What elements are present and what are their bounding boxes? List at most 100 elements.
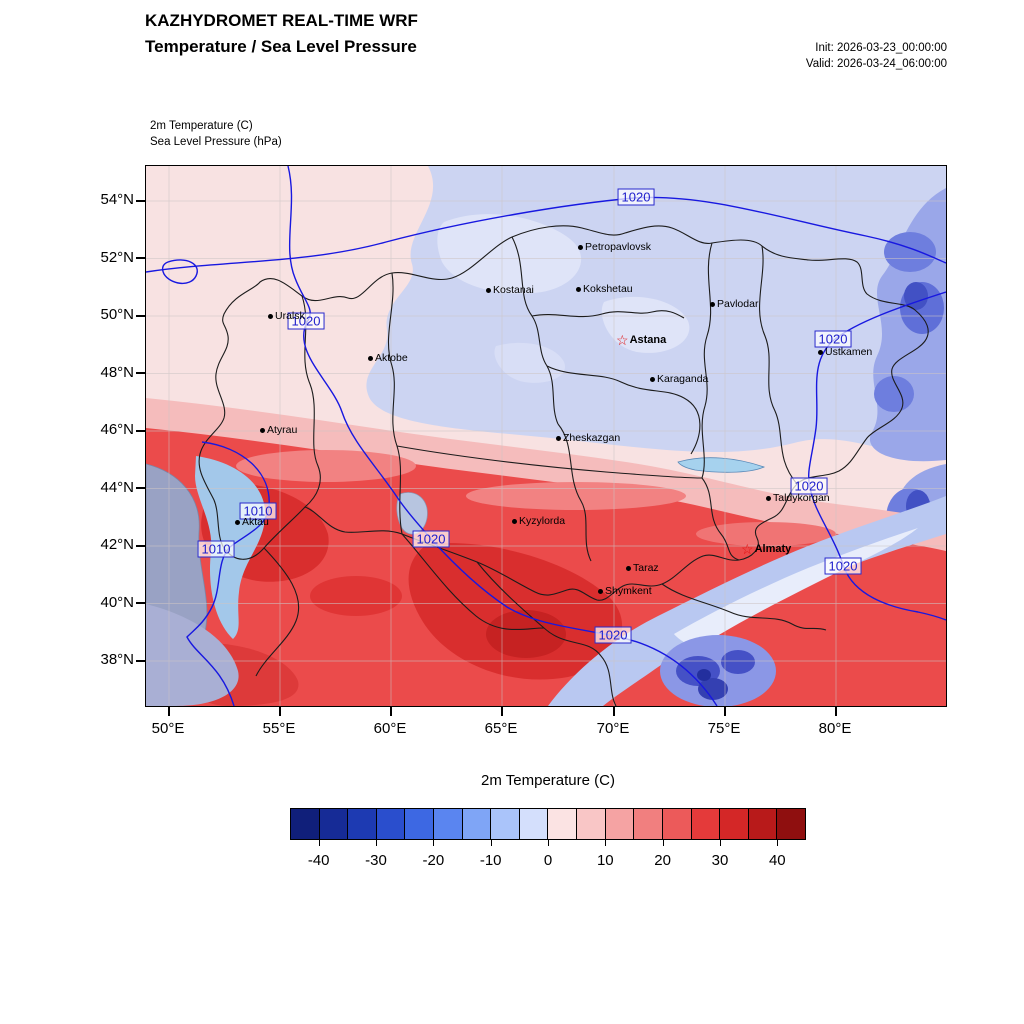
colorbar-cell	[347, 808, 377, 840]
colorbar-cell	[576, 808, 606, 840]
colorbar-tick	[376, 840, 378, 846]
y-axis-label: 54°N	[100, 191, 134, 208]
x-axis-label: 65°E	[484, 720, 518, 737]
y-axis-label: 50°N	[100, 306, 134, 323]
city-dot-icon	[235, 519, 240, 525]
y-axis-label: 52°N	[100, 249, 134, 266]
colorbar-cell	[290, 808, 320, 840]
city-dot-icon	[626, 565, 631, 571]
city-dot-icon	[710, 301, 715, 307]
y-tick	[136, 487, 145, 489]
colorbar-cell	[375, 808, 406, 840]
city-dot-icon	[576, 286, 581, 292]
colorbar-scale: -40 -30 -20 -10 0 10 20 30 40	[290, 840, 806, 880]
city-label: Shymkent	[605, 585, 652, 597]
city-label: Taldykorgan	[773, 492, 830, 504]
colorbar-cell	[518, 808, 549, 840]
city-marker-taldykorgan: Taldykorgan	[766, 492, 830, 504]
colorbar-tick	[719, 840, 721, 846]
pressure-label-1020-center: 1020	[412, 530, 450, 548]
city-marker-petropavlovsk: Petropavlovsk	[578, 241, 651, 253]
colorbar-tick-label: 40	[768, 852, 786, 869]
y-tick	[136, 372, 145, 374]
city-label: Aktau	[242, 516, 269, 528]
colorbar-cell	[690, 808, 721, 840]
x-axis-label: 50°E	[151, 720, 185, 737]
map-plot-area: 1020 1020 1020 1010 1010 1020 1020 1020 …	[145, 165, 947, 707]
colorbar-tick	[318, 840, 320, 846]
x-axis-label: 60°E	[373, 720, 407, 737]
x-axis-label: 75°E	[707, 720, 741, 737]
city-marker-astana: ☆ Astana	[616, 333, 666, 347]
pressure-label-1010-caspian: 1010	[239, 502, 277, 520]
city-marker-atyrau: Atyrau	[260, 424, 297, 436]
city-label: Kostanai	[493, 284, 534, 296]
city-marker-ustkamen: Ustkamen	[818, 346, 872, 358]
pressure-label-1020-north: 1020	[617, 188, 655, 206]
city-label: Atyrau	[267, 424, 298, 436]
pressure-label-1010-southwest: 1010	[197, 540, 235, 558]
city-dot-icon	[578, 244, 583, 250]
y-tick	[136, 257, 145, 259]
y-axis-label: 44°N	[100, 479, 134, 496]
valid-time: Valid: 2026-03-24_06:00:00	[805, 58, 947, 70]
city-label: Karaganda	[657, 373, 709, 385]
colorbar-cell	[490, 808, 520, 840]
city-label: Pavlodar	[717, 298, 759, 310]
city-dot-icon	[260, 427, 265, 433]
colorbar-cells	[290, 808, 806, 840]
field-labels: 2m Temperature (C) Sea Level Pressure (h…	[150, 118, 282, 150]
y-tick	[136, 200, 145, 202]
city-dot-icon	[766, 495, 771, 501]
colorbar-tick-label: 20	[654, 852, 671, 869]
x-axis-label: 80°E	[818, 720, 852, 737]
y-tick	[136, 660, 145, 662]
pressure-label-1020-southeast: 1020	[790, 477, 828, 495]
capital-star-icon: ☆	[616, 332, 629, 348]
region-borders	[198, 225, 929, 706]
city-marker-shymkent: Shymkent	[598, 585, 652, 597]
city-dot-icon	[650, 376, 655, 382]
init-time: Init: 2026-03-23_00:00:00	[815, 42, 947, 54]
y-axis-label: 46°N	[100, 421, 134, 438]
page-subtitle: Temperature / Sea Level Pressure	[145, 37, 417, 56]
city-marker-aktobe: Aktobe	[368, 352, 408, 364]
x-tick	[501, 706, 503, 716]
colorbar-cell	[661, 808, 692, 840]
field-label-pressure: Sea Level Pressure (hPa)	[150, 136, 282, 148]
city-marker-kostanai: Kostanai	[486, 284, 534, 296]
x-axis-label: 70°E	[596, 720, 630, 737]
x-tick	[724, 706, 726, 716]
city-label: Uralsk	[275, 310, 305, 322]
header: KAZHYDROMET REAL-TIME WRF Temperature / …	[145, 8, 418, 60]
y-tick	[136, 602, 145, 604]
colorbar-cell	[604, 808, 635, 840]
y-axis-label: 38°N	[100, 651, 134, 668]
y-tick	[136, 315, 145, 317]
y-tick	[136, 545, 145, 547]
city-dot-icon	[512, 518, 517, 524]
field-label-temperature: 2m Temperature (C)	[150, 120, 253, 132]
colorbar-cell	[719, 808, 749, 840]
city-label: Kyzylorda	[519, 515, 566, 527]
pressure-label-1020-far-southeast: 1020	[824, 557, 862, 575]
city-marker-almaty: ☆ Almaty	[741, 542, 791, 556]
pressure-label-1020-south: 1020	[594, 626, 632, 644]
colorbar-tick-label: 0	[543, 852, 553, 869]
page-title: KAZHYDROMET REAL-TIME WRF	[145, 11, 418, 30]
colorbar-tick-label: -30	[365, 852, 387, 869]
city-marker-uralsk: Uralsk	[268, 310, 305, 322]
city-label: Petropavlovsk	[585, 241, 651, 253]
y-tick	[136, 430, 145, 432]
city-marker-kyzylorda: Kyzylorda	[512, 515, 565, 527]
city-marker-taraz: Taraz	[626, 562, 659, 574]
x-tick	[390, 706, 392, 716]
city-dot-icon	[268, 313, 273, 319]
colorbar-cell	[433, 808, 463, 840]
temperature-field	[146, 166, 946, 706]
x-tick	[835, 706, 837, 716]
colorbar-tick	[433, 840, 435, 846]
colorbar-tick	[548, 840, 549, 846]
city-marker-zheskazgan: Zheskazgan	[556, 432, 620, 444]
